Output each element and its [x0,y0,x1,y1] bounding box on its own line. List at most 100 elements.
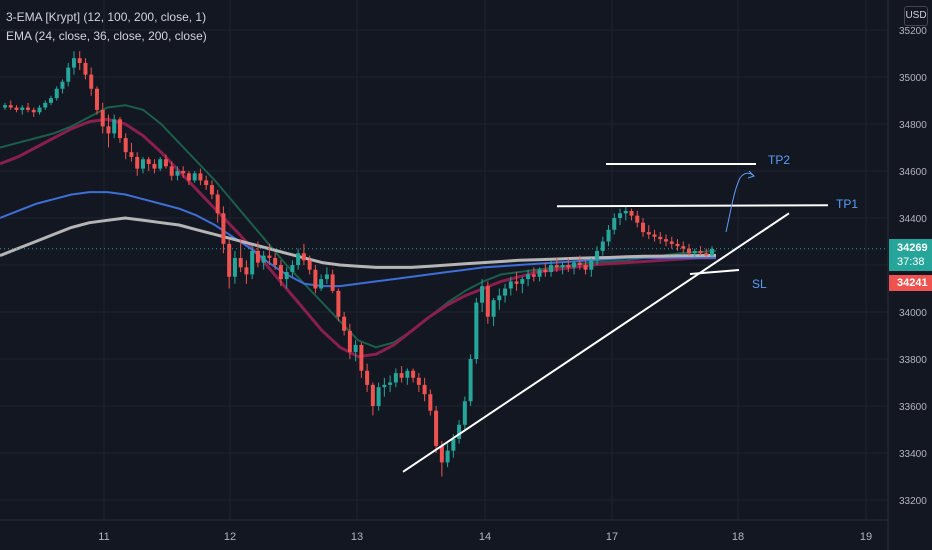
y-tick-label: 33800 [899,355,927,366]
sl-label[interactable]: SL [752,277,767,291]
candle [629,208,634,221]
candle [83,58,88,80]
candle [319,274,324,291]
candle [175,166,180,181]
candle [192,171,197,183]
candle [31,107,36,117]
candle [710,246,714,258]
candle [497,288,502,310]
candle [140,156,145,174]
last-price-tag: 34269 37:38 [889,239,932,271]
y-tick-label: 34000 [899,308,927,319]
candle [89,67,94,96]
candle [209,180,214,200]
candle [186,171,191,186]
currency-button[interactable]: USD [904,6,928,26]
candle [370,382,375,416]
x-tick-label: 18 [732,531,744,543]
candle [675,239,680,251]
candle [595,246,600,265]
candle [457,420,462,444]
candle [25,102,30,113]
candle [491,297,496,327]
candle [589,257,594,277]
tp1-label[interactable]: TP1 [836,197,859,211]
candle [48,95,53,106]
candle [405,368,410,385]
candle [152,159,157,174]
candle [204,175,209,190]
candle [117,116,122,143]
candle [227,239,232,289]
candle [290,260,295,277]
candle [221,206,226,254]
trendline[interactable] [402,212,790,473]
candle [353,340,358,362]
candle [347,323,352,359]
bar-countdown: 37:38 [897,256,925,268]
candle [439,441,444,477]
candle [514,272,519,291]
y-tick-label: 33200 [899,496,927,507]
x-tick-label: 12 [224,531,236,543]
candle [169,161,174,181]
candle [181,166,186,179]
candle [618,208,623,226]
candle [669,236,674,249]
candle [267,243,272,265]
candle [198,168,203,186]
candle [342,312,347,336]
sl-line[interactable] [689,269,740,276]
open-price-tag: 34241 [889,275,932,291]
candle [462,396,467,430]
candle [255,241,260,268]
candle [704,248,709,258]
tp2-label[interactable]: TP2 [768,153,791,167]
candle [560,262,565,275]
candle [474,297,479,364]
candle [531,267,536,282]
candle [583,260,588,275]
x-tick-label: 17 [606,531,618,543]
x-tick-label: 14 [479,531,491,543]
candle [307,255,312,275]
tp1-line[interactable] [556,204,829,208]
candle [503,283,508,303]
candle [135,152,140,176]
drawings[interactable] [0,162,888,473]
y-tick-label: 34800 [899,120,927,131]
candle [606,225,611,247]
x-tick-label: 13 [351,531,363,543]
indicator-legend-3ema[interactable]: 3-EMA [Krypt] (12, 100, 200, close, 1) [6,10,207,24]
candle [66,62,71,87]
candle [284,267,289,289]
candle [388,375,393,392]
y-tick-label: 33400 [899,449,927,460]
candle [612,213,617,235]
candle [520,276,525,294]
candle [250,246,255,280]
candle [468,354,473,406]
candle [537,267,542,282]
projection-arrow[interactable] [725,172,755,233]
candle [238,239,243,273]
candle [123,133,128,160]
candle [20,105,25,115]
candle [687,243,692,256]
candle [600,236,605,256]
candle [428,389,433,416]
y-tick-label: 34400 [899,214,927,225]
candle [434,406,439,453]
candle [129,142,134,162]
candle [313,265,318,294]
candle [549,260,554,277]
y-tick-label: 35200 [899,26,927,37]
candle [278,260,283,287]
candle [146,156,151,171]
grid [0,0,888,520]
candle [635,210,640,228]
candle [8,100,13,110]
candle [376,382,381,411]
indicator-legend-ema[interactable]: EMA (24, close, 36, close, 200, close) [6,29,207,43]
